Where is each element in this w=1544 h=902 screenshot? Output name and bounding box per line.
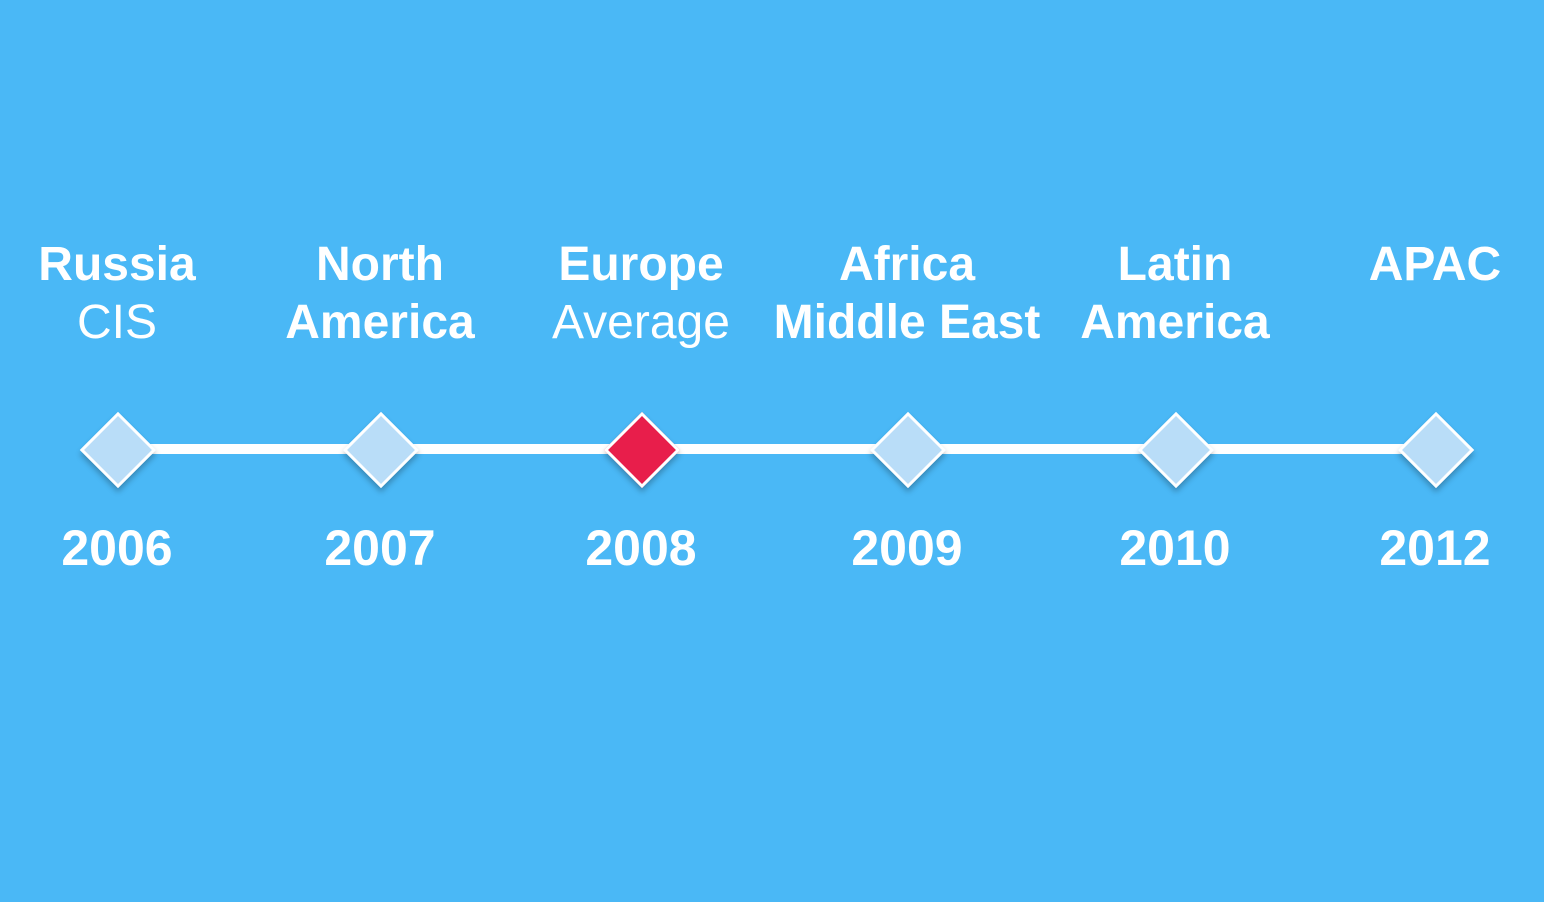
node-year: 2012 [1379,520,1491,576]
node-subtitle: Middle East [773,296,1041,349]
node-title: Latin [1117,238,1233,291]
node-year: 2007 [324,520,436,576]
diamond-marker [869,411,947,489]
diamond-marker [603,411,681,489]
node-title: Russia [38,238,196,291]
node-year: 2010 [1119,520,1231,576]
node-year: 2006 [61,520,173,576]
node-title: APAC [1368,238,1502,291]
node-title: Europe [558,238,724,291]
node-subtitle: CIS [76,296,157,349]
node-subtitle: Average [552,296,730,349]
diamond-marker [1397,411,1475,489]
node-title: North [316,238,444,291]
diamond-marker [79,411,157,489]
node-year: 2009 [851,520,963,576]
timeline-line [117,444,1435,454]
node-year: 2008 [585,520,697,576]
node-title: Africa [838,238,976,291]
node-subtitle: America [1080,296,1270,349]
diamond-marker [342,411,420,489]
node-subtitle: America [285,296,475,349]
diamond-marker [1137,411,1215,489]
